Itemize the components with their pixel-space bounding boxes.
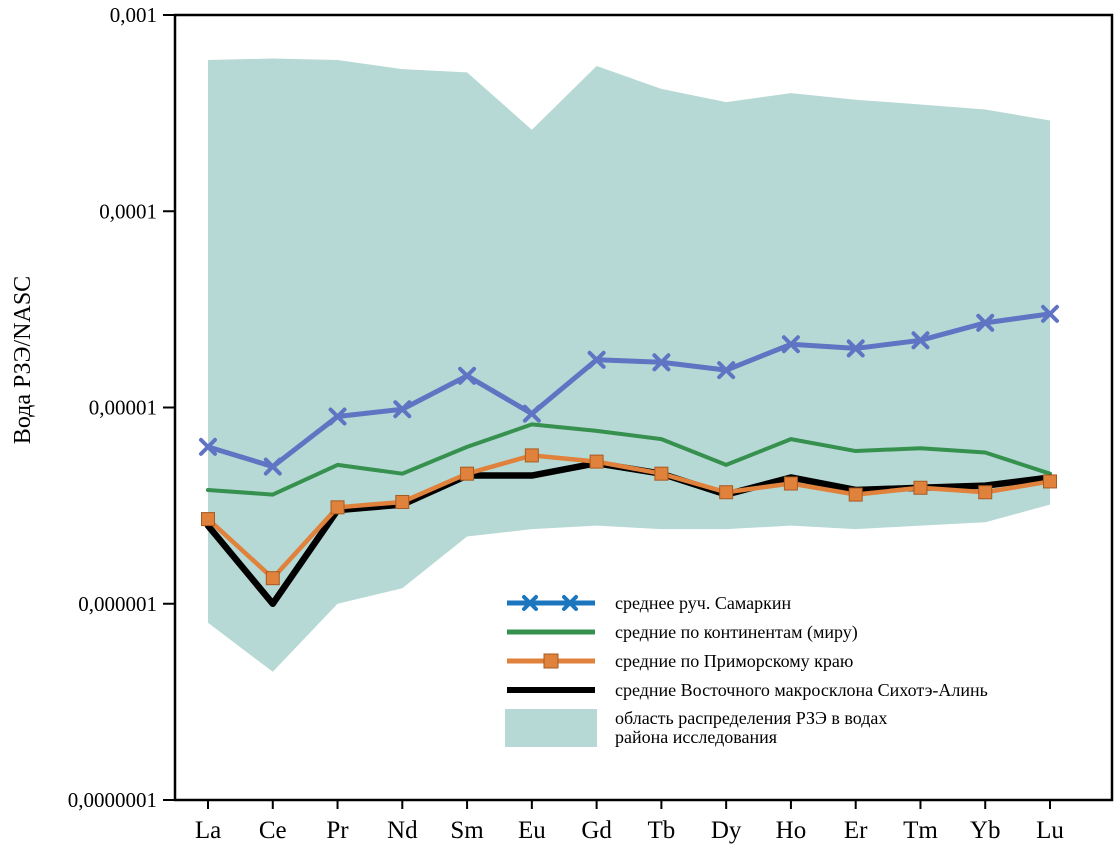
marker-x-samarkin-creek-mean: [263, 457, 282, 476]
marker-x-samarkin-creek-mean: [587, 350, 606, 369]
chart-legend: среднее руч. Самаркин средние по контине…: [505, 593, 988, 747]
marker-x-samarkin-creek-mean: [522, 404, 541, 423]
y-tick-label: 0,001: [110, 3, 157, 27]
marker-square-primorsky-krai-mean: [848, 487, 863, 502]
x-tick-label: Ce: [259, 817, 287, 844]
x-tick-label: Gd: [581, 817, 612, 844]
x-tick-label: Pr: [326, 817, 349, 844]
x-tick-label: Sm: [450, 817, 484, 844]
marker-x-samarkin-creek-mean: [199, 437, 217, 456]
x-tick-label: Yb: [970, 817, 1001, 844]
legend-item-sikhote-alin: средние Восточного макросклона Сихотэ-Ал…: [505, 680, 988, 700]
legend-label-continents: средние по континентам (миру): [615, 621, 858, 642]
green-line-swatch: [505, 622, 597, 642]
legend-item-primorsky: средние по Приморскому краю: [505, 651, 988, 671]
marker-square-primorsky-krai-mean: [654, 466, 669, 481]
y-tick-label: 0,00001: [89, 396, 157, 420]
x-tick-label: Nd: [387, 817, 418, 844]
marker-x-samarkin-creek-mean: [458, 366, 477, 385]
y-tick-label: 0,000001: [78, 592, 157, 616]
marker-x-samarkin-creek-mean: [846, 339, 865, 358]
legend-label-distribution-area: область распределения РЗЭ в водах района…: [615, 708, 888, 747]
legend-label-primorsky: средние по Приморскому краю: [615, 650, 854, 671]
x-tick-label: Tb: [647, 817, 675, 844]
marker-square-primorsky-krai-mean: [524, 448, 539, 463]
x-tick-label: Er: [844, 817, 868, 844]
x-tick-label: Tm: [903, 817, 938, 844]
marker-x-samarkin-creek-mean: [652, 353, 671, 372]
marker-x-samarkin-creek-mean: [1041, 304, 1059, 323]
marker-x-samarkin-creek-mean: [393, 400, 412, 419]
y-tick-label: 0,0000001: [68, 788, 157, 812]
marker-x-samarkin-creek-mean: [976, 313, 995, 332]
y-tick-label: 0,0001: [99, 199, 157, 223]
legend-label-samarkin: среднее руч. Самаркин: [615, 592, 792, 613]
marker-square-primorsky-krai-mean: [460, 466, 475, 481]
marker-x-samarkin-creek-mean: [328, 407, 347, 426]
legend-label-sikhote-alin: средние Восточного макросклона Сихотэ-Ал…: [615, 679, 988, 700]
x-tick-label: Ho: [776, 817, 807, 844]
marker-square-primorsky-krai-mean: [395, 494, 410, 509]
marker-x-samarkin-creek-mean: [911, 331, 930, 350]
orange-line-square-marker-swatch: [505, 651, 597, 671]
marker-square-primorsky-krai-mean: [330, 500, 345, 515]
x-tick-label: Dy: [711, 817, 742, 844]
marker-x-samarkin-creek-mean: [781, 335, 800, 354]
legend-item-samarkin: среднее руч. Самаркин: [505, 593, 988, 613]
series-line-samarkin-creek-mean: [205, 311, 1053, 470]
teal-area-swatch: [505, 709, 597, 747]
x-tick-label: Eu: [518, 817, 546, 844]
series-line-primorsky-krai-mean: [205, 453, 1053, 581]
marker-square-primorsky-krai-mean: [783, 476, 798, 491]
marker-square-primorsky-krai-mean: [201, 512, 215, 527]
legend-item-continents: средние по континентам (миру): [505, 622, 988, 642]
marker-square-primorsky-krai-mean: [719, 485, 734, 500]
marker-square-primorsky-krai-mean: [913, 480, 928, 495]
band-ree-distribution-area: [208, 58, 1050, 672]
marker-square-primorsky-krai-mean: [1043, 474, 1057, 489]
black-line-swatch: [505, 680, 597, 700]
x-tick-label: La: [195, 817, 221, 844]
blue-line-x-marker-swatch: [505, 593, 597, 613]
legend-item-distribution-area: область распределения РЗЭ в водах района…: [505, 709, 988, 747]
marker-x-samarkin-creek-mean: [717, 361, 736, 380]
marker-square-primorsky-krai-mean: [589, 454, 604, 469]
series-line-continents-world-mean: [206, 422, 1052, 497]
x-tick-label: Lu: [1036, 817, 1064, 844]
marker-square-primorsky-krai-mean: [978, 485, 993, 500]
marker-square-primorsky-krai-mean: [265, 571, 280, 586]
y-axis-title: Вода РЗЭ/NASC: [10, 276, 36, 444]
